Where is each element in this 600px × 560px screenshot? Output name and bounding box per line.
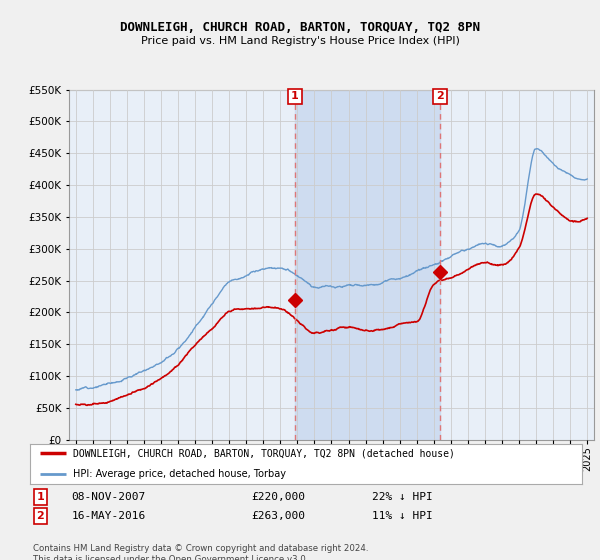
Text: 2: 2: [436, 91, 444, 101]
Text: 1: 1: [37, 492, 44, 502]
Text: £220,000: £220,000: [251, 492, 305, 502]
Text: 08-NOV-2007: 08-NOV-2007: [71, 492, 146, 502]
Text: DOWNLEIGH, CHURCH ROAD, BARTON, TORQUAY, TQ2 8PN (detached house): DOWNLEIGH, CHURCH ROAD, BARTON, TORQUAY,…: [73, 449, 454, 458]
Text: 16-MAY-2016: 16-MAY-2016: [71, 511, 146, 521]
Text: 1: 1: [291, 91, 299, 101]
Bar: [295, 90, 440, 440]
Text: £263,000: £263,000: [251, 511, 305, 521]
Text: 11% ↓ HPI: 11% ↓ HPI: [372, 511, 433, 521]
Text: 2: 2: [37, 511, 44, 521]
Text: HPI: Average price, detached house, Torbay: HPI: Average price, detached house, Torb…: [73, 469, 286, 478]
Text: Price paid vs. HM Land Registry's House Price Index (HPI): Price paid vs. HM Land Registry's House …: [140, 36, 460, 46]
Text: DOWNLEIGH, CHURCH ROAD, BARTON, TORQUAY, TQ2 8PN: DOWNLEIGH, CHURCH ROAD, BARTON, TORQUAY,…: [120, 21, 480, 34]
Text: Contains HM Land Registry data © Crown copyright and database right 2024.
This d: Contains HM Land Registry data © Crown c…: [33, 544, 368, 560]
Text: 22% ↓ HPI: 22% ↓ HPI: [372, 492, 433, 502]
